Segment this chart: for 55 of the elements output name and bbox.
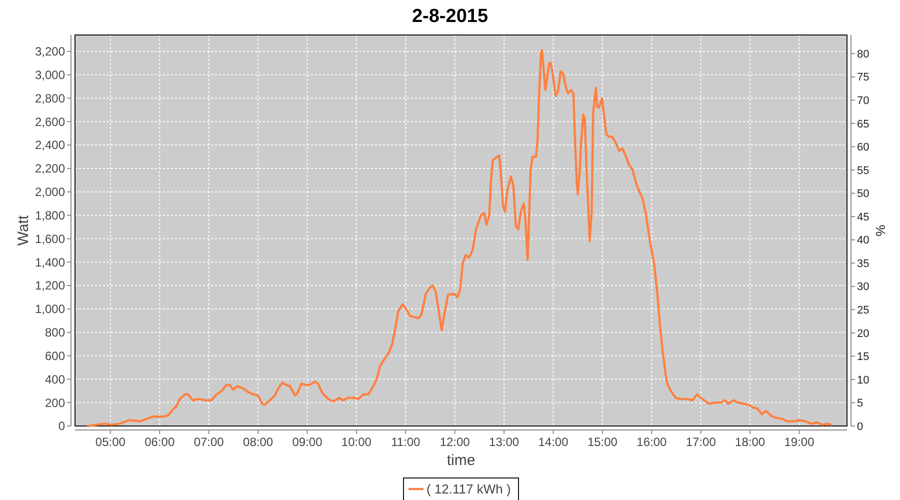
- y2-tick-label: 10: [857, 374, 870, 386]
- x-tick-label: 06:00: [144, 435, 175, 449]
- y-axis-title: Watt: [15, 214, 32, 246]
- y-tick-label: 200: [44, 396, 66, 410]
- x-tick-label: 18:00: [735, 435, 766, 449]
- y2-tick-label: 65: [857, 118, 870, 130]
- y2-tick-label: 35: [857, 258, 870, 270]
- y2-tick-label: 75: [857, 72, 870, 84]
- x-tick-label: 16:00: [636, 435, 668, 449]
- y2-tick-label: 40: [857, 234, 870, 247]
- y2-tick-label: 55: [857, 164, 870, 177]
- y-tick-label: 1,000: [34, 302, 66, 316]
- x-tick-label: 11:00: [391, 435, 421, 449]
- y-tick-label: 2,200: [34, 162, 66, 176]
- y-tick-label: 400: [44, 372, 66, 386]
- x-tick-label: 13:00: [489, 435, 520, 449]
- x-tick-label: 08:00: [243, 435, 274, 449]
- y-tick-label: 2,000: [34, 185, 66, 200]
- y2-tick-label: 30: [857, 281, 870, 294]
- y2-tick-label: 80: [857, 48, 870, 60]
- x-tick-label: 15:00: [587, 435, 618, 449]
- x-tick-label: 09:00: [292, 435, 323, 449]
- y-tick-label: 2,800: [34, 91, 66, 106]
- x-tick-label: 10:00: [341, 435, 372, 449]
- y-tick-label: 1,200: [34, 278, 66, 293]
- y2-tick-label: 15: [857, 351, 870, 364]
- y-tick-label: 1,800: [34, 208, 66, 222]
- x-tick-label: 12:00: [440, 435, 470, 449]
- y2-tick-label: 50: [857, 188, 870, 200]
- y-tick-label: 600: [44, 348, 66, 363]
- y-tick-label: 0: [58, 419, 66, 434]
- y-tick-label: 1,600: [34, 232, 66, 246]
- y2-tick-label: 70: [857, 95, 870, 108]
- y2-axis-title: %: [873, 224, 888, 237]
- y-tick-label: 2,400: [34, 138, 66, 152]
- y-tick-label: 3,000: [34, 68, 66, 82]
- x-tick-label: 17:00: [686, 435, 716, 449]
- y2-tick-label: 0: [857, 420, 864, 433]
- y-tick-label: 3,200: [34, 44, 66, 59]
- y2-tick-label: 45: [857, 211, 870, 224]
- legend-label: ( 12.117 kWh ): [426, 482, 511, 497]
- y2-tick-label: 5: [857, 398, 864, 410]
- y2-tick-label: 60: [857, 142, 870, 154]
- x-tick-label: 14:00: [538, 435, 569, 449]
- y2-tick-label: 25: [857, 304, 870, 316]
- x-tick-label: 19:00: [784, 435, 815, 449]
- y-tick-label: 800: [44, 326, 66, 340]
- line-series: [87, 49, 832, 428]
- y-tick-label: 1,400: [34, 255, 66, 270]
- y2-tick-label: 20: [857, 328, 870, 340]
- x-tick-label: 07:00: [194, 435, 224, 449]
- y-tick-label: 2,600: [34, 114, 66, 129]
- x-axis-title: time: [446, 452, 476, 469]
- x-tick-label: 05:00: [95, 435, 126, 449]
- chart-title: 2-8-2015: [412, 6, 488, 27]
